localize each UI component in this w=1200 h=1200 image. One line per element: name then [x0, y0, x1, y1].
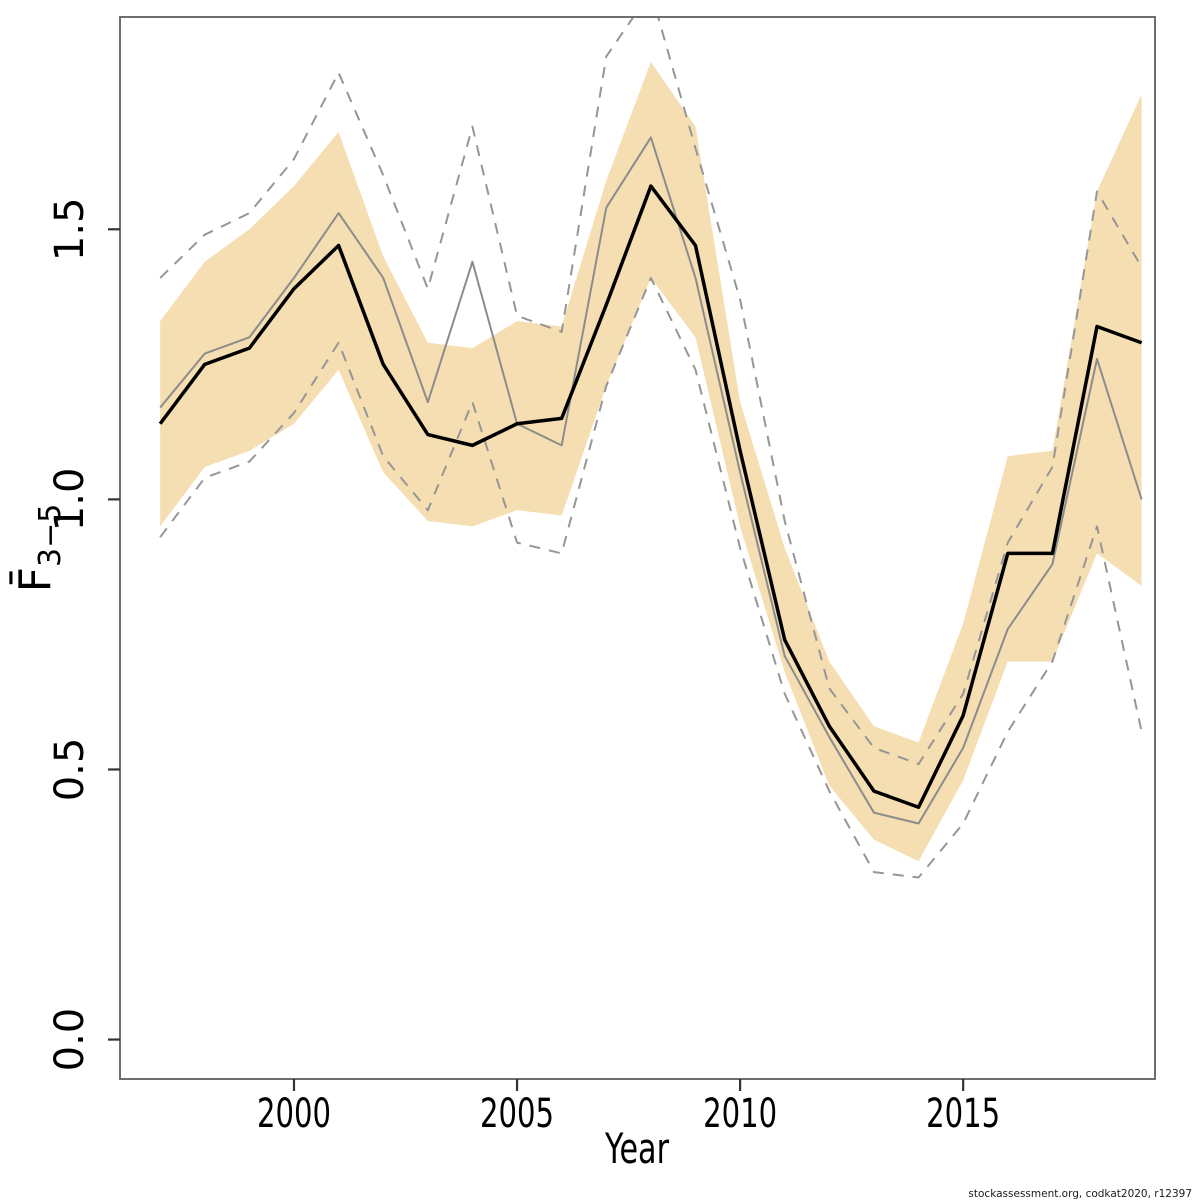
y-tick-label: 1.5: [47, 197, 93, 261]
current-assessment-estimate-line: [158, 184, 1143, 810]
confidence-band-current-assessment: [160, 61, 1142, 862]
x-tick-label: 2000: [257, 1091, 331, 1137]
ci-lower-comparison-run-line: [159, 276, 1143, 879]
x-axis: 2000 2005 2010 2015: [257, 1079, 1000, 1137]
footer-credit: stockassessment.org, codkat2020, r12397: [968, 1188, 1192, 1200]
x-tick-label: 2010: [703, 1091, 777, 1137]
y-tick-label: 0.0: [47, 1008, 93, 1072]
y-tick-label: 1.0: [47, 468, 93, 532]
y-axis-label-subscript: 3−5: [33, 504, 68, 567]
x-tick-label: 2015: [926, 1091, 1000, 1137]
x-tick-label: 2005: [480, 1091, 554, 1137]
y-axis-label: F̄3−5: [8, 504, 68, 593]
y-axis: 0.0 0.5 1.0 1.5: [47, 197, 120, 1071]
ci-upper-comparison-run-line: [159, 17, 1143, 766]
y-tick-label: 0.5: [47, 738, 93, 802]
plot-border: [119, 16, 1156, 1080]
x-axis-label: Year: [604, 1124, 669, 1173]
comparison-run-estimate-line: [159, 136, 1143, 825]
y-axis-label-main: F̄: [8, 567, 61, 592]
plot-area: [158, 17, 1143, 879]
